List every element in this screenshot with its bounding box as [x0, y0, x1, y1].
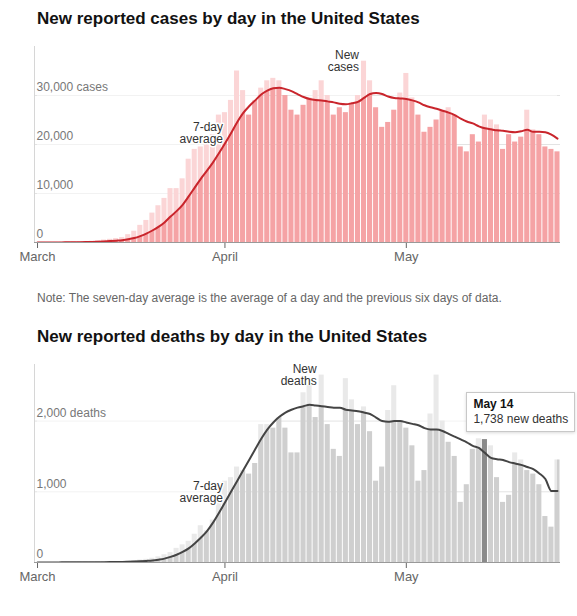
svg-text:April: April — [212, 569, 238, 584]
html-text:Note: The seven-day average is: Note: The seven-day average is the avera… — [37, 291, 502, 305]
svg-text:30,000 cases: 30,000 cases — [37, 80, 108, 94]
svg-text:10,000: 10,000 — [37, 178, 74, 192]
html-text:New reported cases by day in t: New reported cases by day in the United … — [37, 9, 420, 28]
svg-text:March: March — [19, 569, 55, 584]
svg-text:March: March — [19, 249, 55, 264]
html-text:1,738 new deaths: 1,738 new deaths — [473, 412, 569, 426]
svg-text:0: 0 — [37, 227, 44, 241]
html-text:New reported deaths by day in: New reported deaths by day in the United… — [37, 327, 428, 346]
svg-text:20,000: 20,000 — [37, 129, 74, 143]
svg-text:1,000: 1,000 — [37, 477, 67, 491]
svg-text:7-dayaverage: 7-dayaverage — [180, 120, 224, 146]
svg-text:0: 0 — [37, 547, 44, 561]
svg-text:May: May — [394, 249, 419, 264]
svg-text:April: April — [212, 249, 238, 264]
html-text:May 14: May 14 — [473, 397, 514, 411]
svg-text:Newcases: Newcases — [328, 48, 360, 74]
svg-text:2,000 deaths: 2,000 deaths — [37, 406, 106, 420]
svg-text:7-dayaverage: 7-dayaverage — [180, 479, 224, 505]
svg-text:May: May — [394, 569, 419, 584]
svg-text:Newdeaths: Newdeaths — [281, 362, 317, 388]
